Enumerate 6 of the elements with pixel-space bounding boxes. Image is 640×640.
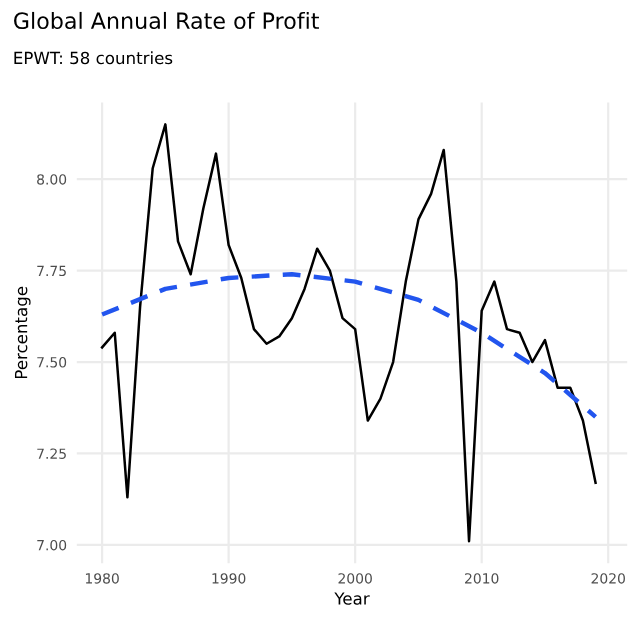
chart-subtitle: EPWT: 58 countries bbox=[14, 51, 173, 65]
y-axis-title: Percentage bbox=[14, 286, 31, 379]
x-axis-title: Year bbox=[334, 592, 370, 605]
line-series bbox=[99, 272, 598, 420]
chart-title: Global Annual Rate of Profit bbox=[14, 11, 319, 30]
line-series bbox=[100, 123, 597, 543]
